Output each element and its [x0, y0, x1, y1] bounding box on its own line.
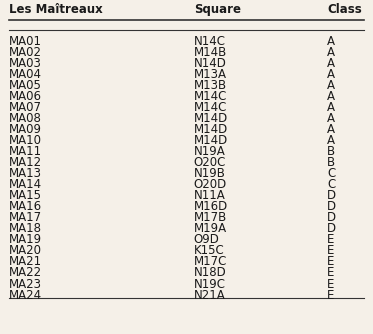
Text: O20C: O20C: [194, 156, 226, 169]
Text: A: A: [327, 79, 335, 92]
Text: Class: Class: [327, 3, 362, 16]
Text: K15C: K15C: [194, 244, 225, 258]
Text: MA15: MA15: [9, 189, 42, 202]
Text: A: A: [327, 46, 335, 59]
Text: N14D: N14D: [194, 57, 227, 70]
Text: MA11: MA11: [9, 145, 42, 158]
Text: MA14: MA14: [9, 178, 42, 191]
Text: D: D: [327, 200, 336, 213]
Text: E: E: [327, 267, 335, 280]
Text: C: C: [327, 178, 335, 191]
Text: M14C: M14C: [194, 101, 227, 114]
Text: A: A: [327, 112, 335, 125]
Text: A: A: [327, 123, 335, 136]
Text: N19A: N19A: [194, 145, 226, 158]
Text: D: D: [327, 211, 336, 224]
Text: N19C: N19C: [194, 278, 226, 291]
Text: B: B: [327, 145, 335, 158]
Text: B: B: [327, 156, 335, 169]
Text: A: A: [327, 35, 335, 48]
Text: O20D: O20D: [194, 178, 227, 191]
Text: MA18: MA18: [9, 222, 42, 235]
Text: A: A: [327, 68, 335, 81]
Text: MA07: MA07: [9, 101, 42, 114]
Text: MA02: MA02: [9, 46, 42, 59]
Text: M16D: M16D: [194, 200, 228, 213]
Text: O9D: O9D: [194, 233, 220, 246]
Text: MA22: MA22: [9, 267, 42, 280]
Text: Les Maîtreaux: Les Maîtreaux: [9, 3, 103, 16]
Text: M14D: M14D: [194, 123, 228, 136]
Text: MA20: MA20: [9, 244, 42, 258]
Text: MA19: MA19: [9, 233, 42, 246]
Text: M14D: M14D: [194, 134, 228, 147]
Text: E: E: [327, 278, 335, 291]
Text: A: A: [327, 101, 335, 114]
Text: MA06: MA06: [9, 90, 42, 103]
Text: M13B: M13B: [194, 79, 227, 92]
Text: A: A: [327, 134, 335, 147]
Text: M17B: M17B: [194, 211, 227, 224]
Text: MA04: MA04: [9, 68, 42, 81]
Text: MA21: MA21: [9, 256, 42, 269]
Text: MA16: MA16: [9, 200, 42, 213]
Text: D: D: [327, 189, 336, 202]
Text: M17C: M17C: [194, 256, 227, 269]
Text: E: E: [327, 256, 335, 269]
Text: M14C: M14C: [194, 90, 227, 103]
Text: M19A: M19A: [194, 222, 227, 235]
Text: E: E: [327, 289, 335, 302]
Text: MA17: MA17: [9, 211, 42, 224]
Text: MA08: MA08: [9, 112, 42, 125]
Text: A: A: [327, 90, 335, 103]
Text: MA03: MA03: [9, 57, 42, 70]
Text: N19B: N19B: [194, 167, 226, 180]
Text: MA24: MA24: [9, 289, 42, 302]
Text: M14B: M14B: [194, 46, 227, 59]
Text: M14D: M14D: [194, 112, 228, 125]
Text: MA09: MA09: [9, 123, 42, 136]
Text: N21A: N21A: [194, 289, 226, 302]
Text: N18D: N18D: [194, 267, 227, 280]
Text: E: E: [327, 233, 335, 246]
Text: E: E: [327, 244, 335, 258]
Text: C: C: [327, 167, 335, 180]
Text: M13A: M13A: [194, 68, 227, 81]
Text: MA10: MA10: [9, 134, 42, 147]
Text: N11A: N11A: [194, 189, 226, 202]
Text: MA05: MA05: [9, 79, 42, 92]
Text: MA23: MA23: [9, 278, 42, 291]
Text: MA01: MA01: [9, 35, 42, 48]
Text: N14C: N14C: [194, 35, 226, 48]
Text: MA13: MA13: [9, 167, 42, 180]
Text: MA12: MA12: [9, 156, 42, 169]
Text: A: A: [327, 57, 335, 70]
Text: Square: Square: [194, 3, 241, 16]
Text: D: D: [327, 222, 336, 235]
